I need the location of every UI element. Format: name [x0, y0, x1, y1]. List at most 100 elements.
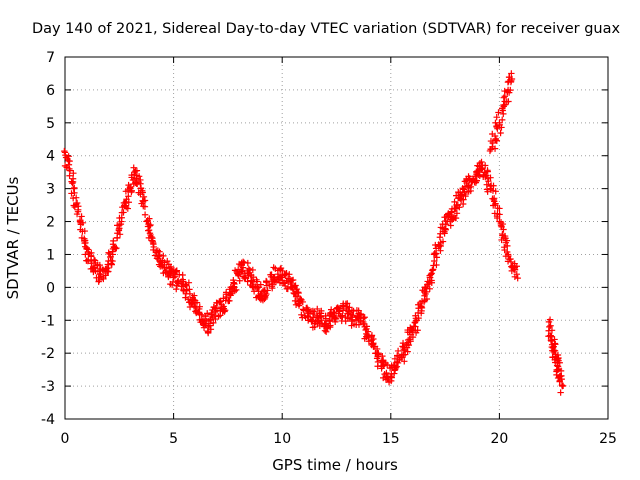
data-point-interp — [249, 266, 256, 274]
data-point-interp — [309, 314, 317, 321]
data-point-interp — [322, 328, 330, 336]
data-point-interp — [309, 307, 317, 315]
data-point-interp — [501, 93, 509, 100]
data-point-interp — [295, 302, 303, 309]
data-point-interp — [235, 272, 242, 279]
data-point-interp — [289, 276, 297, 284]
data-point-interp — [423, 288, 430, 296]
data-point-interp — [125, 199, 132, 206]
data-point-interp — [482, 162, 489, 169]
data-point-interp — [244, 278, 251, 285]
data-point-interp — [168, 281, 176, 289]
data-point-interp — [412, 323, 419, 330]
data-point-interp — [185, 279, 193, 286]
data-point-interp — [236, 277, 243, 284]
data-point-interp — [492, 188, 499, 195]
data-point-interp — [423, 295, 431, 303]
data-point-interp — [448, 208, 456, 215]
data-point-interp — [156, 251, 164, 259]
data-point-interp — [311, 308, 318, 316]
data-point-interp — [476, 172, 483, 180]
data-point-interp — [344, 315, 351, 322]
data-point-interp — [150, 243, 157, 251]
data-point-interp — [418, 304, 426, 312]
data-point-interp — [460, 196, 467, 203]
data-point-interp — [76, 218, 84, 225]
data-point-interp — [360, 315, 367, 322]
y-tick-label: -1 — [41, 313, 55, 329]
data-point-interp — [429, 266, 437, 273]
data-point-interp — [149, 234, 156, 242]
data-point-interp — [492, 137, 500, 144]
data-point-interp — [507, 78, 515, 86]
data-point-interp — [263, 290, 270, 298]
data-point-interp — [375, 351, 382, 358]
y-tick-label: 7 — [46, 50, 55, 66]
data-point-interp — [111, 244, 118, 251]
data-point-interp — [441, 230, 448, 237]
data-point-interp — [454, 202, 462, 209]
data-point-interp — [433, 261, 440, 269]
data-point-interp — [357, 311, 365, 318]
data-point-interp — [81, 237, 88, 245]
data-point-interp — [556, 359, 563, 366]
data-point-interp — [427, 271, 435, 278]
data-point-interp — [231, 287, 238, 295]
data-point-interp — [167, 263, 175, 271]
data-point-interp — [104, 268, 111, 276]
data-point-interp — [334, 304, 341, 311]
data-point-interp — [286, 271, 293, 278]
data-point-interp — [298, 296, 305, 304]
data-point-interp — [327, 322, 334, 329]
data-point-interp — [433, 254, 441, 261]
data-point-interp — [173, 285, 180, 293]
data-point-interp — [472, 177, 480, 184]
data-point-interp — [182, 281, 189, 289]
data-point-interp — [513, 263, 520, 270]
data-point-interp — [115, 225, 123, 233]
data-point-interp — [511, 266, 519, 273]
x-tick-label: 0 — [61, 431, 70, 447]
data-point-interp — [399, 339, 407, 347]
data-point-interp — [393, 363, 401, 370]
data-point-interp — [249, 273, 257, 281]
data-point-interp — [254, 284, 261, 292]
data-point-interp — [239, 258, 247, 266]
data-point-interp — [428, 277, 435, 284]
data-point-interp — [364, 328, 372, 335]
data-point — [491, 132, 499, 140]
data-point-interp — [200, 322, 208, 329]
y-axis-label: SDTVAR / TECUs — [4, 176, 22, 299]
data-point-interp — [486, 147, 494, 155]
data-point — [431, 257, 438, 265]
x-axis-label: GPS time / hours — [272, 456, 398, 474]
x-tick-label: 10 — [273, 431, 291, 447]
data-point-interp — [498, 116, 506, 124]
y-tick-label: -4 — [41, 412, 55, 428]
data-point-interp — [191, 299, 199, 307]
data-point-interp — [139, 189, 146, 196]
data-point-interp — [196, 305, 203, 313]
data-point-interp — [85, 248, 92, 256]
data-point-interp — [87, 253, 95, 260]
data-point-interp — [288, 283, 295, 291]
data-point-interp — [337, 312, 344, 320]
data-point-interp — [109, 257, 116, 265]
data-point-interp — [426, 285, 433, 293]
data-point-interp — [439, 238, 447, 245]
data-point-interp — [500, 94, 507, 101]
data-point-interp — [490, 195, 498, 202]
y-tick-label: 5 — [46, 116, 55, 132]
data-point-interp — [61, 147, 68, 155]
data-point-interp — [147, 221, 154, 229]
data-point-interp — [484, 168, 491, 175]
data-point-interp — [426, 274, 434, 281]
data-point-interp — [226, 297, 233, 305]
data-point-interp — [428, 270, 435, 277]
data-point-interp — [277, 264, 285, 272]
data-point-interp — [422, 284, 430, 292]
data-point-interp — [173, 267, 181, 274]
data-point-interp — [210, 319, 217, 327]
chart-title: Day 140 of 2021, Sidereal Day-to-day VTE… — [32, 21, 621, 37]
data-point — [513, 271, 520, 278]
